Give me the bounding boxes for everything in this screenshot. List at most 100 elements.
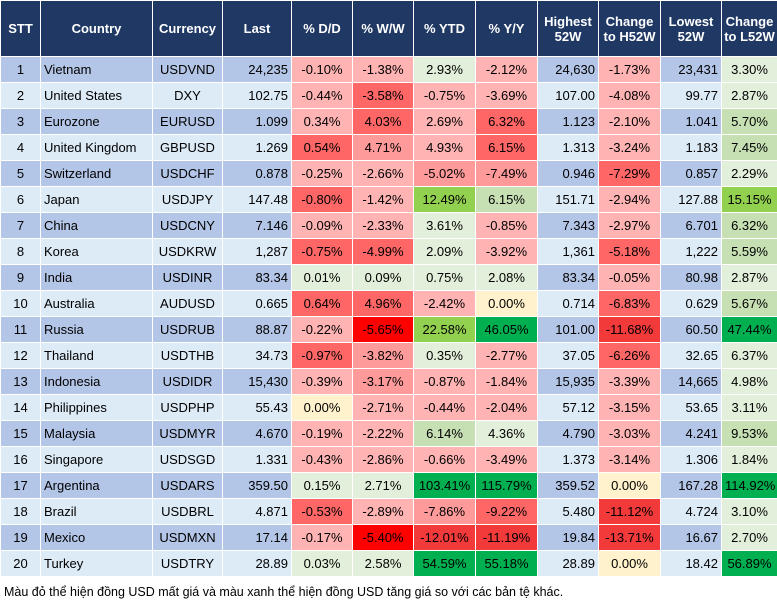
cell-chh: -11.12% [598,498,661,525]
cell-ytd: 12.49% [413,186,476,213]
cell-dd: 0.03% [291,550,353,577]
cell-ytd: 22.58% [413,316,476,343]
cell-dd: 0.34% [291,108,353,135]
cell-stt: 20 [0,550,41,577]
cell-stt: 2 [0,82,41,109]
cell-stt: 18 [0,498,41,525]
cell-currency: USDJPY [152,186,223,213]
cell-last: 147.48 [222,186,292,213]
cell-yy: 6.15% [475,186,538,213]
header-country: Country [40,0,153,57]
cell-stt: 19 [0,524,41,551]
cell-chh: -4.08% [598,82,661,109]
cell-country: Australia [40,290,153,317]
cell-ytd: -12.01% [413,524,476,551]
cell-currency: USDINR [152,264,223,291]
cell-country: India [40,264,153,291]
cell-high: 1.123 [537,108,599,135]
cell-yy: -2.04% [475,394,538,421]
cell-country: Brazil [40,498,153,525]
cell-low: 18.42 [660,550,722,577]
cell-yy: -3.69% [475,82,538,109]
cell-ww: -5.65% [352,316,414,343]
cell-yy: 0.00% [475,290,538,317]
cell-chl: 2.87% [721,264,777,291]
cell-ww: -2.71% [352,394,414,421]
cell-high: 37.05 [537,342,599,369]
cell-yy: -2.12% [475,56,538,83]
cell-country: Japan [40,186,153,213]
table-row: 16 Singapore USDSGD 1.331 -0.43% -2.86% -0.66%… [0,446,777,473]
cell-dd: -0.44% [291,82,353,109]
cell-chl: 15.15% [721,186,777,213]
cell-stt: 13 [0,368,41,395]
cell-chl: 2.87% [721,82,777,109]
cell-chl: 6.32% [721,212,777,239]
cell-chl: 47.44% [721,316,777,343]
cell-dd: -0.09% [291,212,353,239]
cell-ytd: 2.93% [413,56,476,83]
cell-currency: USDCHF [152,160,223,187]
cell-high: 7.343 [537,212,599,239]
cell-ytd: 103.41% [413,472,476,499]
cell-low: 0.857 [660,160,722,187]
cell-ytd: 3.61% [413,212,476,239]
cell-ww: 4.71% [352,134,414,161]
cell-ww: 2.71% [352,472,414,499]
cell-country: Russia [40,316,153,343]
cell-chh: -3.24% [598,134,661,161]
cell-last: 34.73 [222,342,292,369]
cell-low: 127.88 [660,186,722,213]
cell-stt: 9 [0,264,41,291]
cell-ytd: -5.02% [413,160,476,187]
cell-dd: 0.00% [291,394,353,421]
cell-dd: -0.19% [291,420,353,447]
cell-last: 28.89 [222,550,292,577]
header-row: STT Country Currency Last % D/D % W/W % … [0,0,777,57]
cell-ww: -5.40% [352,524,414,551]
cell-chl: 5.67% [721,290,777,317]
cell-ytd: -0.66% [413,446,476,473]
table-row: 15 Malaysia USDMYR 4.670 -0.19% -2.22% 6.14% 4.… [0,420,777,447]
cell-ww: 4.03% [352,108,414,135]
cell-country: Korea [40,238,153,265]
cell-high: 28.89 [537,550,599,577]
cell-last: 1.269 [222,134,292,161]
cell-high: 4.790 [537,420,599,447]
cell-dd: 0.15% [291,472,353,499]
cell-last: 55.43 [222,394,292,421]
cell-chh: -0.05% [598,264,661,291]
cell-yy: -3.92% [475,238,538,265]
cell-stt: 11 [0,316,41,343]
cell-high: 101.00 [537,316,599,343]
cell-ytd: -2.42% [413,290,476,317]
cell-dd: -0.97% [291,342,353,369]
cell-stt: 15 [0,420,41,447]
cell-ytd: 4.93% [413,134,476,161]
cell-high: 15,935 [537,368,599,395]
cell-chh: -2.97% [598,212,661,239]
cell-currency: USDKRW [152,238,223,265]
cell-low: 80.98 [660,264,722,291]
cell-yy: 55.18% [475,550,538,577]
cell-currency: USDCNY [152,212,223,239]
cell-ww: -2.66% [352,160,414,187]
table-row: 8 Korea USDKRW 1,287 -0.75% -4.99% 2.09% -3.92%… [0,238,777,265]
cell-chh: -6.83% [598,290,661,317]
cell-ww: -2.89% [352,498,414,525]
cell-currency: GBPUSD [152,134,223,161]
cell-low: 4.724 [660,498,722,525]
cell-chh: 0.00% [598,472,661,499]
cell-stt: 12 [0,342,41,369]
cell-last: 359.50 [222,472,292,499]
table-row: 4 United Kingdom GBPUSD 1.269 0.54% 4.71% 4.93… [0,134,777,161]
cell-chl: 4.98% [721,368,777,395]
cell-low: 1.306 [660,446,722,473]
cell-country: United States [40,82,153,109]
cell-low: 60.50 [660,316,722,343]
cell-high: 1.313 [537,134,599,161]
cell-dd: -0.43% [291,446,353,473]
cell-high: 0.714 [537,290,599,317]
cell-high: 5.480 [537,498,599,525]
cell-ytd: -0.75% [413,82,476,109]
